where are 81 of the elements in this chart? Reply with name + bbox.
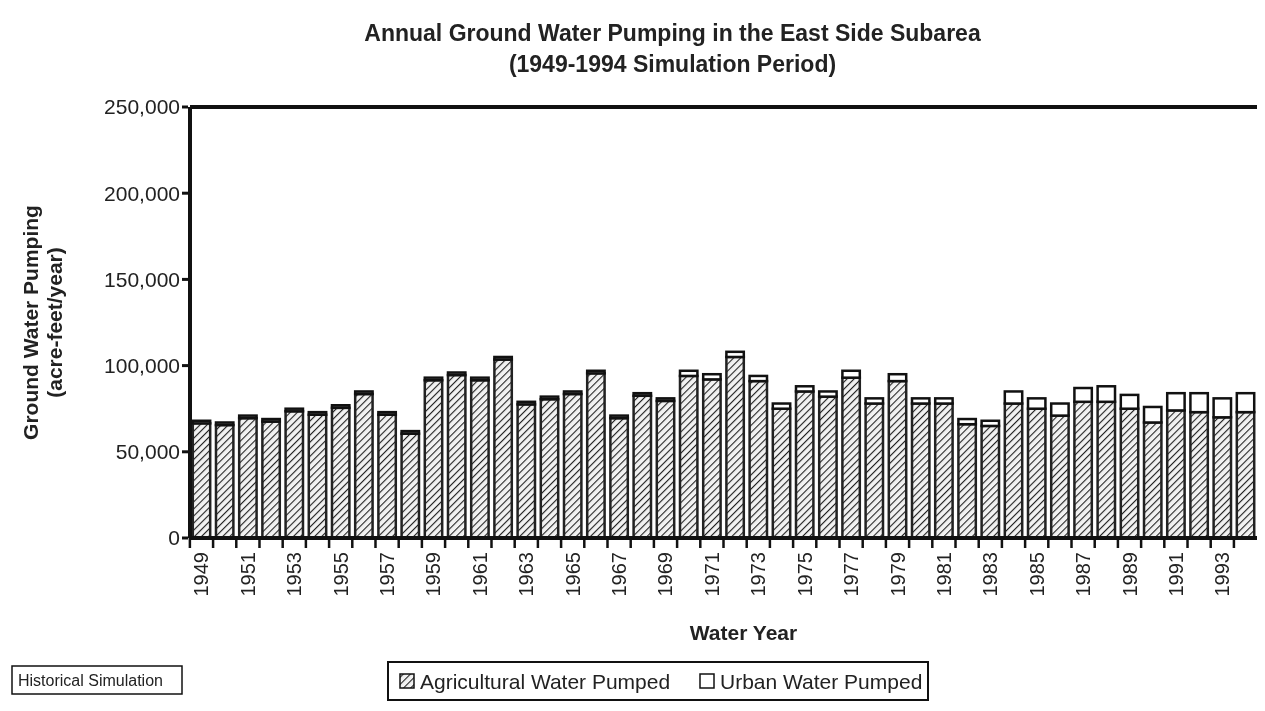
bar xyxy=(585,369,606,375)
x-axis-title: Water Year xyxy=(689,621,798,644)
legend-label: Urban Water Pumped xyxy=(720,670,923,694)
x-tick-label: 1959 xyxy=(422,552,445,597)
x-tick-label: 1987 xyxy=(1072,552,1095,597)
bar xyxy=(330,404,351,410)
bar xyxy=(655,397,676,403)
y-tick-label: 250,000 xyxy=(104,95,180,119)
x-tick-label: 1989 xyxy=(1118,552,1141,597)
bar xyxy=(469,376,490,382)
bar xyxy=(307,410,328,416)
x-tick-label: 1963 xyxy=(515,552,538,597)
legend-label: Agricultural Water Pumped xyxy=(420,670,671,694)
bar xyxy=(1165,391,1186,412)
x-tick-label: 1977 xyxy=(840,552,863,597)
chart-subtitle: (1949-1994 Simulation Period) xyxy=(508,51,837,77)
y-tick-label: 50,000 xyxy=(115,440,180,464)
bar xyxy=(1119,393,1140,410)
bar xyxy=(632,391,653,398)
bar xyxy=(1026,397,1047,410)
x-tick-label: 1953 xyxy=(283,552,306,597)
bar xyxy=(748,374,769,383)
bar xyxy=(1189,391,1210,414)
bar xyxy=(423,376,444,382)
x-tick-label: 1975 xyxy=(793,552,816,597)
y-axis-title: Ground Water Pumping (acre-feet/year) xyxy=(19,205,66,440)
x-tick-label: 1993 xyxy=(1211,552,1234,597)
bar xyxy=(817,390,838,398)
y-tick-label: 0 xyxy=(168,526,180,550)
bar xyxy=(284,407,305,413)
chart-title: Annual Ground Water Pumping in the East Side Subarea xyxy=(364,20,981,46)
x-tick-label: 1983 xyxy=(979,552,1002,597)
bar xyxy=(933,397,954,405)
x-tick-label: 1957 xyxy=(376,552,399,597)
x-tick-label: 1971 xyxy=(700,552,723,597)
bar xyxy=(678,369,699,378)
bar xyxy=(609,414,630,420)
y-tick-label: 150,000 xyxy=(104,267,180,291)
bar xyxy=(701,372,722,381)
bar xyxy=(864,397,885,405)
bar xyxy=(516,400,537,406)
x-tick-label: 1991 xyxy=(1164,552,1187,597)
bar xyxy=(446,371,467,377)
x-tick-label: 1965 xyxy=(561,552,584,597)
bar xyxy=(400,429,421,435)
bar xyxy=(771,402,792,410)
bar xyxy=(214,421,235,427)
bar xyxy=(980,419,1001,428)
bar xyxy=(841,369,862,379)
x-tick-label: 1967 xyxy=(608,552,631,597)
x-tick-label: 1973 xyxy=(747,552,770,597)
x-tick-label: 1985 xyxy=(1025,552,1048,597)
text: Historical Simulation xyxy=(18,671,163,689)
bar xyxy=(261,417,282,423)
bar xyxy=(1235,391,1256,414)
bar xyxy=(1003,390,1024,405)
x-tick-label: 1951 xyxy=(236,552,259,597)
x-tick-label: 1955 xyxy=(329,552,352,597)
x-tick-label: 1969 xyxy=(654,552,677,597)
bar xyxy=(887,372,908,383)
bar xyxy=(1096,385,1117,404)
bar xyxy=(794,385,815,393)
bar xyxy=(539,395,560,401)
bar xyxy=(1142,405,1163,424)
y-tick-label: 100,000 xyxy=(104,353,180,377)
x-tick-label: 1979 xyxy=(886,552,909,597)
bar xyxy=(957,417,978,426)
x-tick-label: 1981 xyxy=(932,552,955,597)
bar xyxy=(1049,402,1070,417)
x-tick-label: 1949 xyxy=(190,552,213,597)
bar xyxy=(237,414,258,420)
y-tick-label: 200,000 xyxy=(104,181,180,205)
bar xyxy=(910,397,931,405)
bar xyxy=(562,390,583,396)
bar xyxy=(725,350,746,359)
x-tick-label: 1961 xyxy=(468,552,491,597)
bar xyxy=(493,355,514,361)
bar xyxy=(377,410,398,416)
bar xyxy=(353,390,374,396)
bar xyxy=(1073,386,1094,404)
bar xyxy=(1212,397,1233,419)
